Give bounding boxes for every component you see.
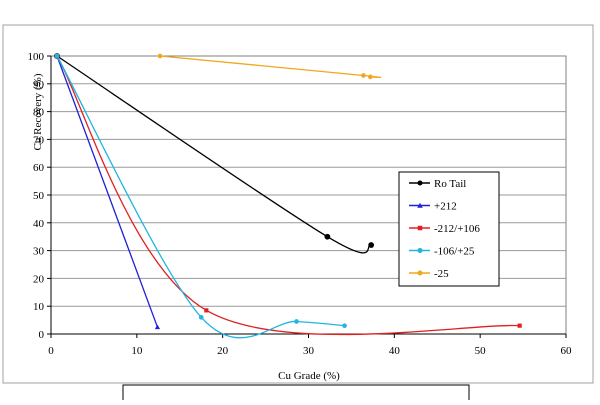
y-tick-label-30: 30 [33, 246, 45, 258]
legend-label-1: +212 [434, 201, 457, 213]
y-tick-label-70: 70 [33, 134, 45, 146]
legend-marker-4 [417, 270, 423, 276]
data-point-0-1 [324, 233, 331, 240]
data-point-2-1 [204, 308, 209, 313]
series-line-4 [159, 55, 382, 79]
data-point-3-1 [198, 314, 204, 320]
legend-label-2: -212/+106 [434, 223, 480, 235]
data-point-0-2 [368, 242, 375, 248]
series-line-3 [56, 55, 345, 339]
y-tick-label-50: 50 [33, 190, 45, 202]
axes: 0 10 20 30 40 50 60 70 80 90 100 0 10 20 30 40 50 60 [28, 51, 573, 357]
y-tick-label-100: 100 [28, 51, 45, 63]
legend-box [398, 171, 500, 287]
x-tick-label-50: 50 [475, 345, 487, 357]
data-point-4-0 [157, 53, 163, 59]
y-tick-label-20: 20 [33, 273, 45, 285]
y-tick-label-90: 90 [33, 79, 45, 91]
y-tick-label-60: 60 [33, 162, 45, 174]
series-4 [157, 53, 382, 80]
data-point-4-2 [367, 74, 373, 80]
legend: Ro Tail +212 -212/+106 -106/+25 -25 [398, 171, 500, 287]
x-tick-label-0: 0 [48, 345, 54, 357]
x-axis-title: Cu Grade (%) [278, 370, 340, 382]
data-point-1-1 [154, 324, 161, 330]
legend-marker-3 [417, 247, 423, 254]
legend-label-4: -25 [434, 268, 449, 280]
data-point-3-3 [342, 323, 347, 328]
x-tick-label-40: 40 [389, 345, 401, 357]
series-layer [54, 53, 522, 339]
series-3 [54, 53, 347, 339]
x-tick-label-30: 30 [303, 345, 315, 357]
y-axis-title: Cu Recovery (%) [32, 73, 44, 150]
series-line-1 [56, 55, 159, 328]
y-tick-label-40: 40 [33, 218, 45, 230]
data-point-3-2 [294, 319, 299, 324]
y-tick-label-10: 10 [33, 301, 45, 313]
series-line-0 [56, 55, 372, 254]
x-tick-label-10: 10 [131, 345, 143, 357]
y-tick-label-80: 80 [33, 107, 45, 119]
data-point-2-2 [517, 323, 522, 328]
y-tick-label-0: 0 [39, 329, 45, 341]
legend-marker-2 [417, 225, 423, 231]
data-point-4-1 [361, 73, 366, 78]
legend-marker-1 [417, 202, 423, 208]
caption-box [122, 384, 470, 405]
legend-label-3: -106/+25 [434, 246, 475, 258]
legend-label-0: Ro Tail [434, 178, 466, 190]
data-point-3-0 [54, 53, 60, 59]
legend-marker-0 [417, 180, 423, 186]
x-tick-label-20: 20 [217, 345, 229, 357]
x-tick-label-60: 60 [561, 345, 573, 357]
